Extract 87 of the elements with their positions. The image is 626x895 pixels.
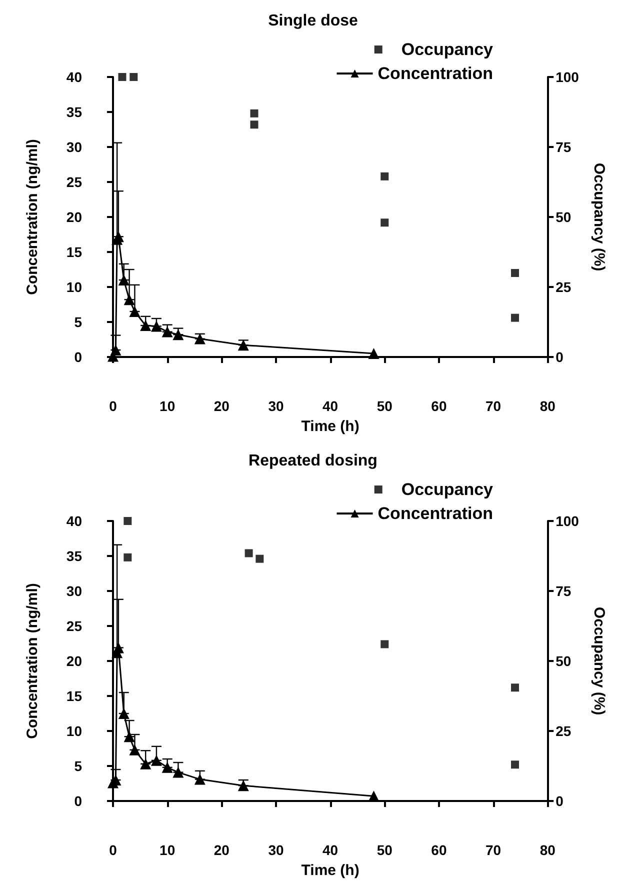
y-tick-label: 10 [66, 723, 82, 739]
point [162, 762, 173, 773]
y-tick-label: 25 [66, 618, 82, 634]
legend-label: Concentration [378, 64, 494, 83]
y-tick-label: 0 [74, 793, 82, 809]
point [250, 109, 258, 118]
y2-tick-label: 75 [556, 583, 572, 599]
point [380, 640, 389, 648]
point [250, 120, 258, 129]
point [238, 340, 249, 351]
y-tick-label: 35 [66, 104, 82, 120]
y-axis-title: Concentration (ng/ml) [24, 139, 41, 295]
point [124, 517, 132, 525]
x-tick-label: 20 [214, 398, 230, 414]
chart-title: Repeated dosing [248, 452, 378, 470]
x-tick-label: 70 [485, 842, 502, 858]
legend-label: Occupancy [401, 40, 494, 59]
x-tick-label: 0 [109, 842, 118, 858]
x-tick-label: 50 [376, 398, 393, 414]
x-tick-label: 30 [268, 842, 284, 858]
y2-tick-label: 100 [556, 513, 580, 529]
y-tick-label: 15 [66, 244, 82, 260]
y2-tick-label: 75 [556, 139, 572, 155]
chart-title: Single dose [268, 12, 358, 30]
y-tick-label: 20 [66, 209, 82, 225]
point [238, 780, 249, 792]
y2-tick-label: 25 [556, 279, 572, 295]
y2-axis-title: Occupancy (%) [590, 606, 608, 716]
x-axis-title: Time (h) [301, 418, 360, 435]
y-tick-label: 30 [66, 583, 82, 599]
x-tick-label: 60 [431, 842, 447, 858]
x-tick-label: 0 [109, 398, 118, 414]
y-tick-label: 20 [66, 653, 82, 669]
x-tick-label: 10 [160, 398, 176, 414]
point [172, 766, 184, 778]
x-tick-label: 40 [322, 842, 338, 858]
point [368, 348, 380, 359]
x-tick-label: 80 [540, 398, 556, 414]
point [511, 684, 520, 692]
y-tick-label: 30 [66, 139, 82, 155]
y2-tick-label: 100 [556, 69, 580, 85]
y-tick-label: 0 [74, 349, 82, 365]
y2-tick-label: 0 [556, 793, 564, 809]
legend-label: Concentration [378, 504, 494, 523]
point [124, 294, 135, 306]
x-tick-label: 40 [322, 398, 338, 414]
point [380, 172, 389, 180]
point [511, 269, 520, 277]
x-axis-title: Time (h) [301, 862, 360, 879]
y-tick-label: 25 [66, 174, 82, 190]
x-tick-label: 20 [214, 842, 230, 858]
y-tick-label: 15 [66, 688, 82, 704]
point [118, 73, 126, 81]
y-tick-label: 5 [74, 314, 82, 330]
x-tick-label: 70 [485, 398, 502, 414]
point [118, 708, 130, 719]
point [380, 218, 389, 227]
point [118, 274, 130, 286]
y-axis-title: Concentration (ng/ml) [24, 583, 41, 739]
x-tick-label: 50 [376, 842, 393, 858]
point [130, 73, 138, 81]
point [129, 306, 140, 317]
x-tick-label: 60 [431, 398, 447, 414]
y2-axis-title: Occupancy (%) [590, 162, 608, 272]
point [194, 333, 206, 344]
y-tick-label: 10 [66, 279, 82, 295]
point [112, 642, 124, 654]
point [110, 344, 122, 356]
y-tick-label: 40 [66, 69, 82, 85]
y2-tick-label: 0 [556, 349, 564, 365]
y-tick-label: 40 [66, 513, 82, 529]
y-tick-label: 5 [74, 758, 82, 774]
x-tick-label: 80 [540, 842, 556, 858]
x-tick-label: 30 [268, 398, 284, 414]
point [256, 554, 264, 563]
point [124, 553, 132, 562]
y2-tick-label: 50 [556, 209, 572, 225]
point [244, 549, 253, 558]
y-tick-label: 35 [66, 548, 82, 564]
point [511, 760, 520, 769]
point [511, 314, 520, 322]
y2-tick-label: 25 [556, 723, 572, 739]
point [140, 758, 152, 770]
legend-label: Occupancy [401, 480, 494, 499]
x-tick-label: 10 [160, 842, 176, 858]
y2-tick-label: 50 [556, 653, 572, 669]
point [194, 774, 206, 785]
